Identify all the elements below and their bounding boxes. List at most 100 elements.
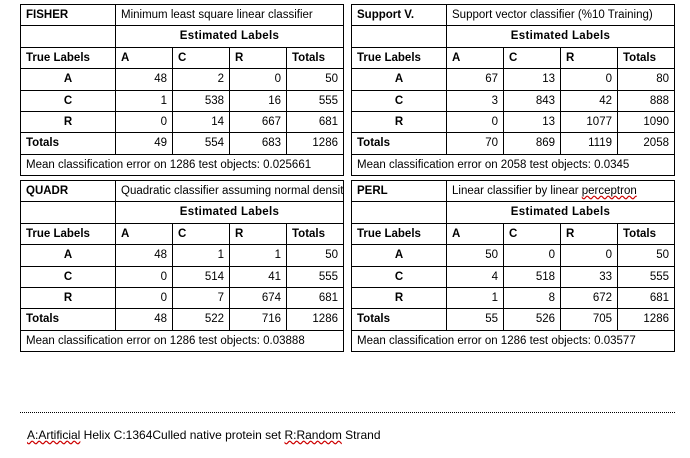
cell-value: 48 bbox=[115, 244, 173, 267]
error-line: Mean classification error on 1286 test o… bbox=[20, 153, 344, 177]
row-label: C bbox=[351, 265, 447, 288]
table-perl: PERL Linear classifier by linear percept… bbox=[351, 179, 675, 353]
table-row: C 4 518 33 555 bbox=[351, 265, 675, 288]
cell-value: 0 bbox=[560, 244, 618, 267]
description-text: Linear classifier by linear bbox=[452, 185, 582, 197]
table-row: C 1 538 16 555 bbox=[20, 89, 344, 112]
true-labels-header: True Labels bbox=[20, 46, 116, 70]
table-row: A 48 1 1 50 bbox=[20, 244, 344, 267]
cell-value: 674 bbox=[229, 286, 287, 310]
table-row-totals: Totals 70 869 1119 2058 bbox=[351, 132, 675, 155]
error-line: Mean classification error on 1286 test o… bbox=[20, 329, 344, 353]
column-total: 869 bbox=[503, 132, 561, 155]
row-total: 555 bbox=[617, 265, 675, 288]
table-row-estimated-header: Estimated Labels bbox=[20, 201, 344, 224]
error-line: Mean classification error on 2058 test o… bbox=[351, 153, 675, 177]
horizontal-divider bbox=[20, 412, 675, 413]
column-total: 49 bbox=[115, 132, 173, 155]
cell-value: 667 bbox=[229, 110, 287, 134]
table-row: R 0 13 1077 1090 bbox=[351, 110, 675, 134]
table-row-column-headers: True Labels A C R Totals bbox=[351, 222, 675, 246]
row-total: 80 bbox=[617, 68, 675, 91]
grand-total: 1286 bbox=[617, 308, 675, 331]
totals-label: Totals bbox=[20, 308, 116, 331]
left-column: FISHER Minimum least square linear class… bbox=[20, 3, 344, 353]
estimated-labels-header: Estimated Labels bbox=[446, 25, 675, 48]
table-row: A 50 0 0 50 bbox=[351, 244, 675, 267]
column-header-r: R bbox=[560, 222, 618, 246]
cell-value: 3 bbox=[446, 89, 504, 112]
totals-label: Totals bbox=[20, 132, 116, 155]
blank-cell bbox=[20, 201, 116, 224]
row-total: 50 bbox=[617, 244, 675, 267]
classifier-tag: Support V. bbox=[351, 3, 447, 27]
misspelled-word: perceptron bbox=[581, 185, 637, 197]
column-total: 683 bbox=[229, 132, 287, 155]
row-total: 555 bbox=[286, 89, 344, 112]
column-header-a: A bbox=[115, 222, 173, 246]
row-total: 50 bbox=[286, 68, 344, 91]
table-row: A 48 2 0 50 bbox=[20, 68, 344, 91]
column-total: 48 bbox=[115, 308, 173, 331]
error-line: Mean classification error on 1286 test o… bbox=[351, 329, 675, 353]
column-header-r: R bbox=[229, 46, 287, 70]
column-header-c: C bbox=[172, 46, 230, 70]
classifier-description: Linear classifier by linear perceptron bbox=[446, 179, 675, 203]
table-row: C 3 843 42 888 bbox=[351, 89, 675, 112]
column-header-totals: Totals bbox=[286, 222, 344, 246]
cell-value: 48 bbox=[115, 68, 173, 91]
cell-value: 4 bbox=[446, 265, 504, 288]
table-row: R 0 14 667 681 bbox=[20, 110, 344, 134]
legend-strand: Strand bbox=[341, 428, 381, 442]
column-total: 716 bbox=[229, 308, 287, 331]
cell-value: 7 bbox=[172, 286, 230, 310]
row-label: R bbox=[20, 286, 116, 310]
table-support-vector: Support V. Support vector classifier (%1… bbox=[351, 3, 675, 177]
row-label: A bbox=[351, 68, 447, 91]
column-header-c: C bbox=[172, 222, 230, 246]
column-total: 70 bbox=[446, 132, 504, 155]
table-row-title: PERL Linear classifier by linear percept… bbox=[351, 179, 675, 203]
true-labels-header: True Labels bbox=[351, 46, 447, 70]
legend-random: R:Random bbox=[284, 428, 342, 442]
row-label: R bbox=[351, 110, 447, 134]
row-label: R bbox=[20, 110, 116, 134]
legend-artificial: A:Artificial bbox=[27, 428, 81, 442]
row-total: 888 bbox=[617, 89, 675, 112]
column-header-a: A bbox=[446, 222, 504, 246]
row-label: C bbox=[20, 89, 116, 112]
column-total: 554 bbox=[172, 132, 230, 155]
row-label: C bbox=[351, 89, 447, 112]
grand-total: 1286 bbox=[286, 132, 344, 155]
true-labels-header: True Labels bbox=[20, 222, 116, 246]
cell-value: 0 bbox=[446, 110, 504, 134]
confusion-matrix-grid: FISHER Minimum least square linear class… bbox=[20, 3, 675, 353]
classifier-description: Support vector classifier (%10 Training) bbox=[446, 3, 675, 27]
table-row-totals: Totals 55 526 705 1286 bbox=[351, 308, 675, 331]
cell-value: 13 bbox=[503, 68, 561, 91]
estimated-labels-header: Estimated Labels bbox=[115, 201, 344, 224]
table-row-title: FISHER Minimum least square linear class… bbox=[20, 3, 344, 27]
cell-value: 538 bbox=[172, 89, 230, 112]
cell-value: 518 bbox=[503, 265, 561, 288]
row-total: 681 bbox=[286, 110, 344, 134]
column-total: 705 bbox=[560, 308, 618, 331]
cell-value: 16 bbox=[229, 89, 287, 112]
estimated-labels-header: Estimated Labels bbox=[446, 201, 675, 224]
table-row-title: QUADR Quadratic classifier assuming norm… bbox=[20, 179, 344, 203]
blank-cell bbox=[351, 201, 447, 224]
table-row-column-headers: True Labels A C R Totals bbox=[20, 222, 344, 246]
legend-footer: A:Artificial Helix C:1364Culled native p… bbox=[27, 428, 381, 442]
cell-value: 1077 bbox=[560, 110, 618, 134]
cell-value: 42 bbox=[560, 89, 618, 112]
grand-total: 1286 bbox=[286, 308, 344, 331]
cell-value: 33 bbox=[560, 265, 618, 288]
table-row-error: Mean classification error on 2058 test o… bbox=[351, 153, 675, 177]
right-column: Support V. Support vector classifier (%1… bbox=[351, 3, 675, 353]
cell-value: 13 bbox=[503, 110, 561, 134]
classifier-description: Quadratic classifier assuming normal den… bbox=[115, 179, 344, 203]
row-total: 681 bbox=[617, 286, 675, 310]
row-label: R bbox=[351, 286, 447, 310]
cell-value: 8 bbox=[503, 286, 561, 310]
totals-label: Totals bbox=[351, 132, 447, 155]
